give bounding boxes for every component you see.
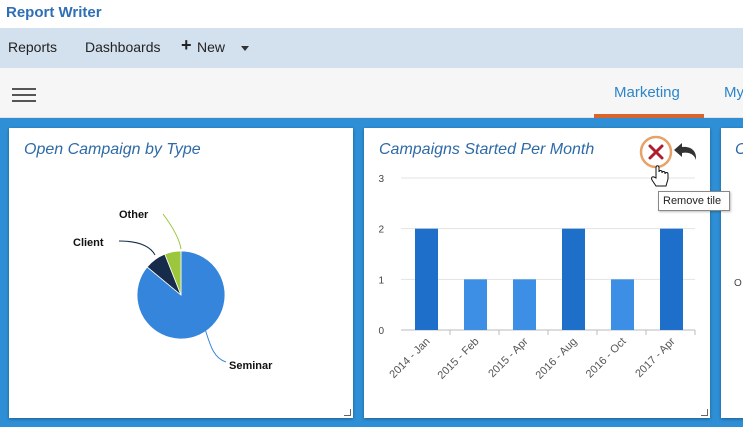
dashboard-canvas: Open Campaign by Type Other Client Semin…	[0, 118, 743, 427]
active-tab-indicator	[594, 114, 704, 118]
leader-line-seminar	[204, 328, 227, 363]
menu-new-label: New	[197, 39, 226, 55]
leader-line-other	[162, 213, 182, 250]
hand-pointer-icon	[651, 165, 669, 187]
pie-label-other: Other	[119, 209, 149, 221]
pie-label-client: Client	[73, 237, 104, 249]
menu-reports[interactable]: Reports	[8, 39, 58, 55]
app-title: Report Writer	[6, 4, 102, 21]
resize-handle[interactable]	[344, 409, 351, 416]
partial-label: O	[734, 278, 742, 289]
y-tick-label: 3	[378, 174, 384, 185]
pie-chart: Other Client Seminar	[73, 209, 273, 372]
tab-my[interactable]: My	[724, 84, 743, 101]
tile-title: C	[735, 141, 743, 159]
plus-icon: +	[181, 35, 192, 55]
menu-dashboards[interactable]: Dashboards	[85, 39, 161, 55]
menu-new[interactable]: + New	[181, 35, 226, 55]
pie-label-seminar: Seminar	[229, 360, 273, 372]
tile-partial: C O	[721, 128, 743, 418]
dashboard-toolbar: Marketing My	[0, 68, 743, 118]
tile-campaigns-started-per-month: Campaigns Started Per Month 0 1 2 3 2014 - J…	[364, 128, 710, 418]
x-tick-label: 2017 - Apr	[633, 335, 678, 380]
y-tick-label: 2	[378, 225, 384, 236]
x-tick-label: 2014 - Jan	[387, 336, 432, 381]
pie-slice-other	[164, 250, 182, 296]
hamburger-icon[interactable]	[12, 88, 36, 104]
tab-marketing[interactable]: Marketing	[614, 84, 680, 101]
bar	[562, 228, 585, 330]
app-header: Report Writer	[0, 0, 743, 28]
x-tick-label: 2016 - Aug	[534, 336, 580, 382]
bar	[660, 228, 683, 330]
bar	[513, 279, 536, 330]
remove-tile-button[interactable]	[639, 135, 673, 169]
y-tick-label: 0	[378, 326, 384, 337]
x-tick-label: 2016 - Oct	[584, 336, 629, 381]
bar	[611, 279, 634, 330]
remove-tile-tooltip: Remove tile	[658, 191, 730, 211]
bar	[415, 228, 438, 330]
bar	[464, 279, 487, 330]
close-icon	[648, 144, 664, 160]
tile-title: Campaigns Started Per Month	[379, 141, 595, 158]
x-tick-label: 2015 - Feb	[436, 336, 482, 382]
undo-icon[interactable]	[674, 143, 697, 160]
tile-title: Open Campaign by Type	[24, 141, 201, 158]
resize-handle[interactable]	[701, 409, 708, 416]
y-tick-label: 1	[378, 275, 384, 286]
menu-bar: Reports Dashboards + New	[0, 28, 743, 68]
tile-open-campaign-by-type: Open Campaign by Type Other Client Semin…	[9, 128, 353, 418]
leader-line-client	[118, 240, 156, 256]
x-tick-label: 2015 - Apr	[486, 335, 531, 380]
new-dropdown-caret-icon[interactable]	[241, 46, 249, 51]
